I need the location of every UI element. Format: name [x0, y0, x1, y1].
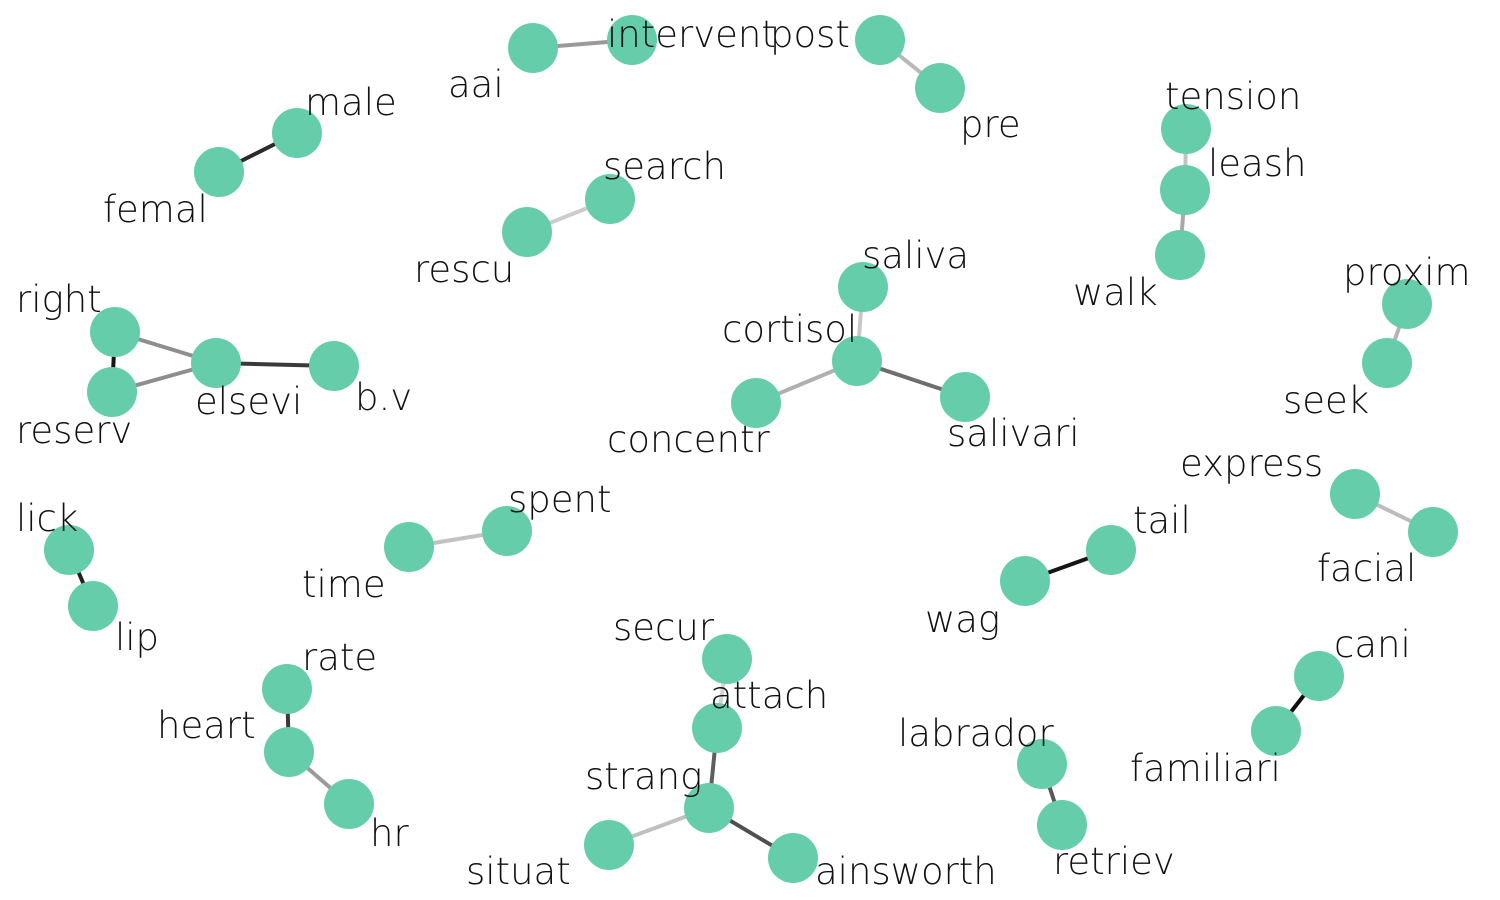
- node-time: [384, 522, 434, 572]
- node-label-spent: spent: [508, 478, 611, 521]
- node-label-elsevi: elsevi: [195, 380, 302, 423]
- node-ainsworth: [768, 833, 818, 883]
- node-intervent: [607, 15, 657, 65]
- node-label-labrador: labrador: [898, 712, 1054, 755]
- node-saliva: [838, 262, 888, 312]
- node-label-saliva: saliva: [862, 234, 969, 277]
- node-label-time: time: [302, 563, 386, 606]
- node-post: [855, 15, 905, 65]
- node-label-facial: facial: [1317, 547, 1416, 590]
- node-retriev: [1037, 800, 1087, 850]
- node-label-leash: leash: [1208, 142, 1306, 185]
- node-reserv: [87, 367, 137, 417]
- node-label-situat: situat: [466, 850, 571, 893]
- node-label-familiari: familiari: [1130, 747, 1281, 790]
- node-label-intervent: intervent: [607, 13, 776, 56]
- node-label-strang: strang: [585, 755, 702, 798]
- node-label-search: search: [603, 145, 726, 188]
- node-label-femal: femal: [103, 188, 208, 231]
- node-right: [90, 307, 140, 357]
- node-secur: [702, 634, 752, 684]
- node-familiari: [1251, 706, 1301, 756]
- node-aai: [508, 23, 558, 73]
- node-cani: [1294, 651, 1344, 701]
- node-label-express: express: [1180, 442, 1323, 485]
- node-label-ainsworth: ainsworth: [815, 850, 997, 893]
- node-tension: [1161, 104, 1211, 154]
- node-label-aai: aai: [448, 63, 504, 106]
- node-label-pre: pre: [960, 103, 1021, 146]
- node-label-proxim: proxim: [1343, 251, 1471, 294]
- node-facial: [1408, 507, 1458, 557]
- node-strang: [684, 783, 734, 833]
- node-concentr: [731, 378, 781, 428]
- node-label-lick: lick: [16, 497, 78, 540]
- node-rescu: [502, 207, 552, 257]
- node-label-hr: hr: [370, 812, 409, 855]
- node-salivari: [940, 372, 990, 422]
- node-label-seek: seek: [1283, 379, 1369, 422]
- node-heart: [264, 727, 314, 777]
- node-leash: [1160, 165, 1210, 215]
- node-tail: [1086, 525, 1136, 575]
- node-walk: [1155, 230, 1205, 280]
- node-cortisol: [832, 336, 882, 386]
- node-seek: [1362, 338, 1412, 388]
- node-express: [1330, 469, 1380, 519]
- node-label-concentr: concentr: [607, 418, 770, 461]
- node-label-cani: cani: [1334, 623, 1411, 666]
- node-label-wag: wag: [925, 598, 1000, 641]
- node-label-reserv: reserv: [16, 409, 132, 452]
- node-rate: [262, 664, 312, 714]
- node-b.v: [309, 341, 359, 391]
- node-labrador: [1017, 739, 1067, 789]
- node-femal: [194, 147, 244, 197]
- node-label-rate: rate: [302, 636, 377, 679]
- node-label-right: right: [16, 278, 102, 321]
- node-spent: [482, 506, 532, 556]
- node-proxim: [1382, 279, 1432, 329]
- node-label-male: male: [305, 81, 397, 124]
- node-male: [272, 108, 322, 158]
- node-label-lip: lip: [115, 616, 159, 659]
- node-wag: [1000, 556, 1050, 606]
- node-label-tension: tension: [1165, 75, 1301, 118]
- node-elsevi: [191, 338, 241, 388]
- node-label-retriev: retriev: [1053, 840, 1175, 883]
- node-lip: [68, 581, 118, 631]
- node-label-b.v: b.v: [355, 376, 412, 419]
- node-label-heart: heart: [157, 704, 256, 747]
- node-attach: [692, 703, 742, 753]
- node-label-salivari: salivari: [947, 412, 1080, 455]
- node-hr: [324, 779, 374, 829]
- node-pre: [915, 63, 965, 113]
- node-label-walk: walk: [1073, 271, 1158, 314]
- node-label-post: post: [770, 13, 850, 56]
- node-label-attach: attach: [710, 674, 828, 717]
- node-lick: [44, 525, 94, 575]
- node-label-rescu: rescu: [414, 248, 514, 291]
- nodes-layer: [44, 15, 1458, 883]
- node-label-cortisol: cortisol: [722, 308, 857, 351]
- node-label-tail: tail: [1133, 499, 1191, 542]
- node-label-secur: secur: [613, 606, 715, 649]
- node-situat: [584, 820, 634, 870]
- node-search: [585, 174, 635, 224]
